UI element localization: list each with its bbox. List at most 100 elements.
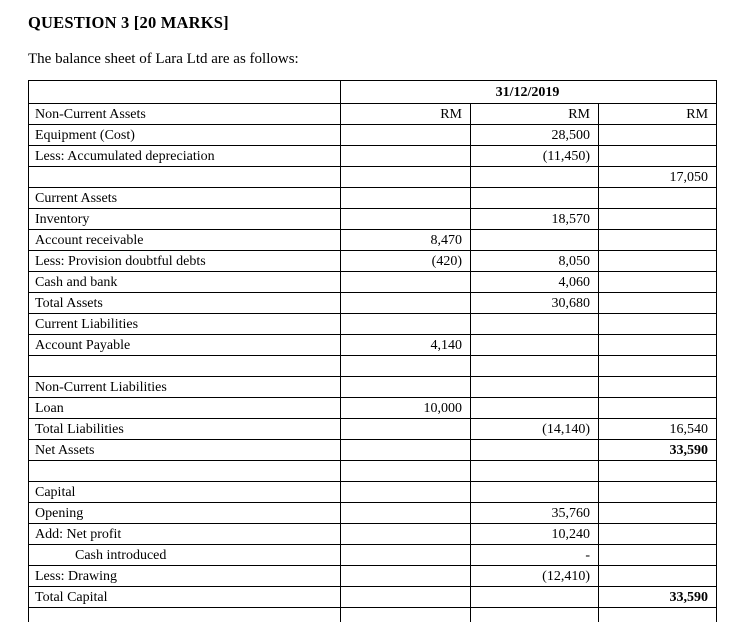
amount-cell xyxy=(340,439,471,461)
amount-cell xyxy=(597,397,718,419)
row-label-cell: Current Liabilities xyxy=(28,313,341,335)
amount-cell xyxy=(470,397,599,419)
table-row: Loan 10,000 xyxy=(28,397,718,419)
amount-cell xyxy=(597,250,718,272)
row-label-cell: Equipment (Cost) xyxy=(28,124,341,146)
row-label-cell: Net Assets xyxy=(28,439,341,461)
row-label-cell: Loan xyxy=(28,397,341,419)
table-row: Opening 35,760 xyxy=(28,502,718,524)
row-label-cell: Total Liabilities xyxy=(28,418,341,440)
intro-text: The balance sheet of Lara Ltd are as fol… xyxy=(28,51,299,67)
amount-cell xyxy=(597,502,718,524)
row-label-cell: Inventory xyxy=(28,208,341,230)
amount-cell xyxy=(340,166,471,188)
table-row: 17,050 xyxy=(28,166,718,188)
amount-cell xyxy=(340,208,471,230)
table-row: Non-Current Liabilities xyxy=(28,376,718,398)
amount-cell xyxy=(340,418,471,440)
amount-cell: 10,000 xyxy=(340,397,471,419)
table-row: Add: Net profit 10,240 xyxy=(28,523,718,545)
amount-cell xyxy=(470,229,599,251)
amount-cell: RM xyxy=(340,103,471,125)
amount-cell xyxy=(470,481,599,503)
row-label-cell: Less: Accumulated depreciation xyxy=(28,145,341,167)
table-row: Total Assets 30,680 xyxy=(28,292,718,314)
row-label-cell: Less: Drawing xyxy=(28,565,341,587)
balance-sheet-table: 31/12/2019 Non-Current Assets RM RM RM Equip… xyxy=(28,80,718,622)
row-label-cell: Add: Net profit xyxy=(28,523,341,545)
amount-cell xyxy=(597,376,718,398)
amount-cell xyxy=(340,523,471,545)
table-row: Less: Provision doubtful debts (420) 8,050 xyxy=(28,250,718,272)
amount-cell: (12,410) xyxy=(470,565,599,587)
amount-cell xyxy=(470,607,599,622)
amount-cell: (420) xyxy=(340,250,471,272)
row-label-cell: Cash and bank xyxy=(28,271,341,293)
amount-cell xyxy=(340,502,471,524)
amount-cell xyxy=(597,145,718,167)
amount-cell xyxy=(597,565,718,587)
row-label-cell: Current Assets xyxy=(28,187,341,209)
amount-cell xyxy=(597,607,718,622)
amount-cell xyxy=(597,124,718,146)
amount-cell xyxy=(340,607,471,622)
amount-cell: 33,590 xyxy=(597,439,718,461)
amount-cell xyxy=(597,187,718,209)
amount-cell: 33,590 xyxy=(597,586,718,608)
amount-cell xyxy=(597,481,718,503)
amount-cell xyxy=(340,586,471,608)
row-label-cell: Total Assets xyxy=(28,292,341,314)
amount-cell: (11,450) xyxy=(470,145,599,167)
table-header-row: 31/12/2019 xyxy=(28,80,718,104)
table-row: Capital xyxy=(28,481,718,503)
amount-cell: 16,540 xyxy=(597,418,718,440)
row-label-cell: Account Payable xyxy=(28,334,341,356)
table-row xyxy=(28,607,718,622)
amount-cell: 8,470 xyxy=(340,229,471,251)
question-title: QUESTION 3 [20 MARKS] xyxy=(28,13,229,32)
table-row: Cash introduced - xyxy=(28,544,718,566)
amount-cell: 17,050 xyxy=(597,166,718,188)
row-label-cell: Account receivable xyxy=(28,229,341,251)
date-header-cell: 31/12/2019 xyxy=(339,80,718,104)
row-label-cell: Non-Current Assets xyxy=(28,103,341,125)
amount-cell xyxy=(470,187,599,209)
amount-cell xyxy=(470,376,599,398)
row-label-cell xyxy=(28,460,341,482)
table-row: Total Capital 33,590 xyxy=(28,586,718,608)
amount-cell xyxy=(597,292,718,314)
row-label-cell: Less: Provision doubtful debts xyxy=(28,250,341,272)
table-row: Net Assets 33,590 xyxy=(28,439,718,461)
amount-cell: 28,500 xyxy=(470,124,599,146)
amount-cell: 35,760 xyxy=(470,502,599,524)
amount-cell xyxy=(340,355,471,377)
amount-cell xyxy=(597,271,718,293)
row-label-cell: Cash introduced xyxy=(28,544,341,566)
amount-cell xyxy=(597,460,718,482)
amount-cell xyxy=(597,523,718,545)
amount-cell xyxy=(340,292,471,314)
row-label-cell: Total Capital xyxy=(28,586,341,608)
amount-cell: (14,140) xyxy=(470,418,599,440)
amount-cell xyxy=(597,208,718,230)
amount-cell xyxy=(340,313,471,335)
amount-cell xyxy=(340,460,471,482)
amount-cell xyxy=(597,544,718,566)
table-row: Inventory 18,570 xyxy=(28,208,718,230)
amount-cell xyxy=(470,460,599,482)
table-row: Less: Drawing (12,410) xyxy=(28,565,718,587)
table-row: Current Assets xyxy=(28,187,718,209)
row-label-cell: Non-Current Liabilities xyxy=(28,376,341,398)
amount-cell xyxy=(340,565,471,587)
table-row xyxy=(28,355,718,377)
amount-cell: 4,060 xyxy=(470,271,599,293)
amount-cell: RM xyxy=(470,103,599,125)
table-row: Equipment (Cost) 28,500 xyxy=(28,124,718,146)
row-label-cell xyxy=(28,607,341,622)
row-label-cell: Capital xyxy=(28,481,341,503)
amount-cell xyxy=(597,229,718,251)
header-label-cell xyxy=(28,80,341,104)
amount-cell xyxy=(470,334,599,356)
row-label-cell xyxy=(28,166,341,188)
amount-cell xyxy=(470,166,599,188)
